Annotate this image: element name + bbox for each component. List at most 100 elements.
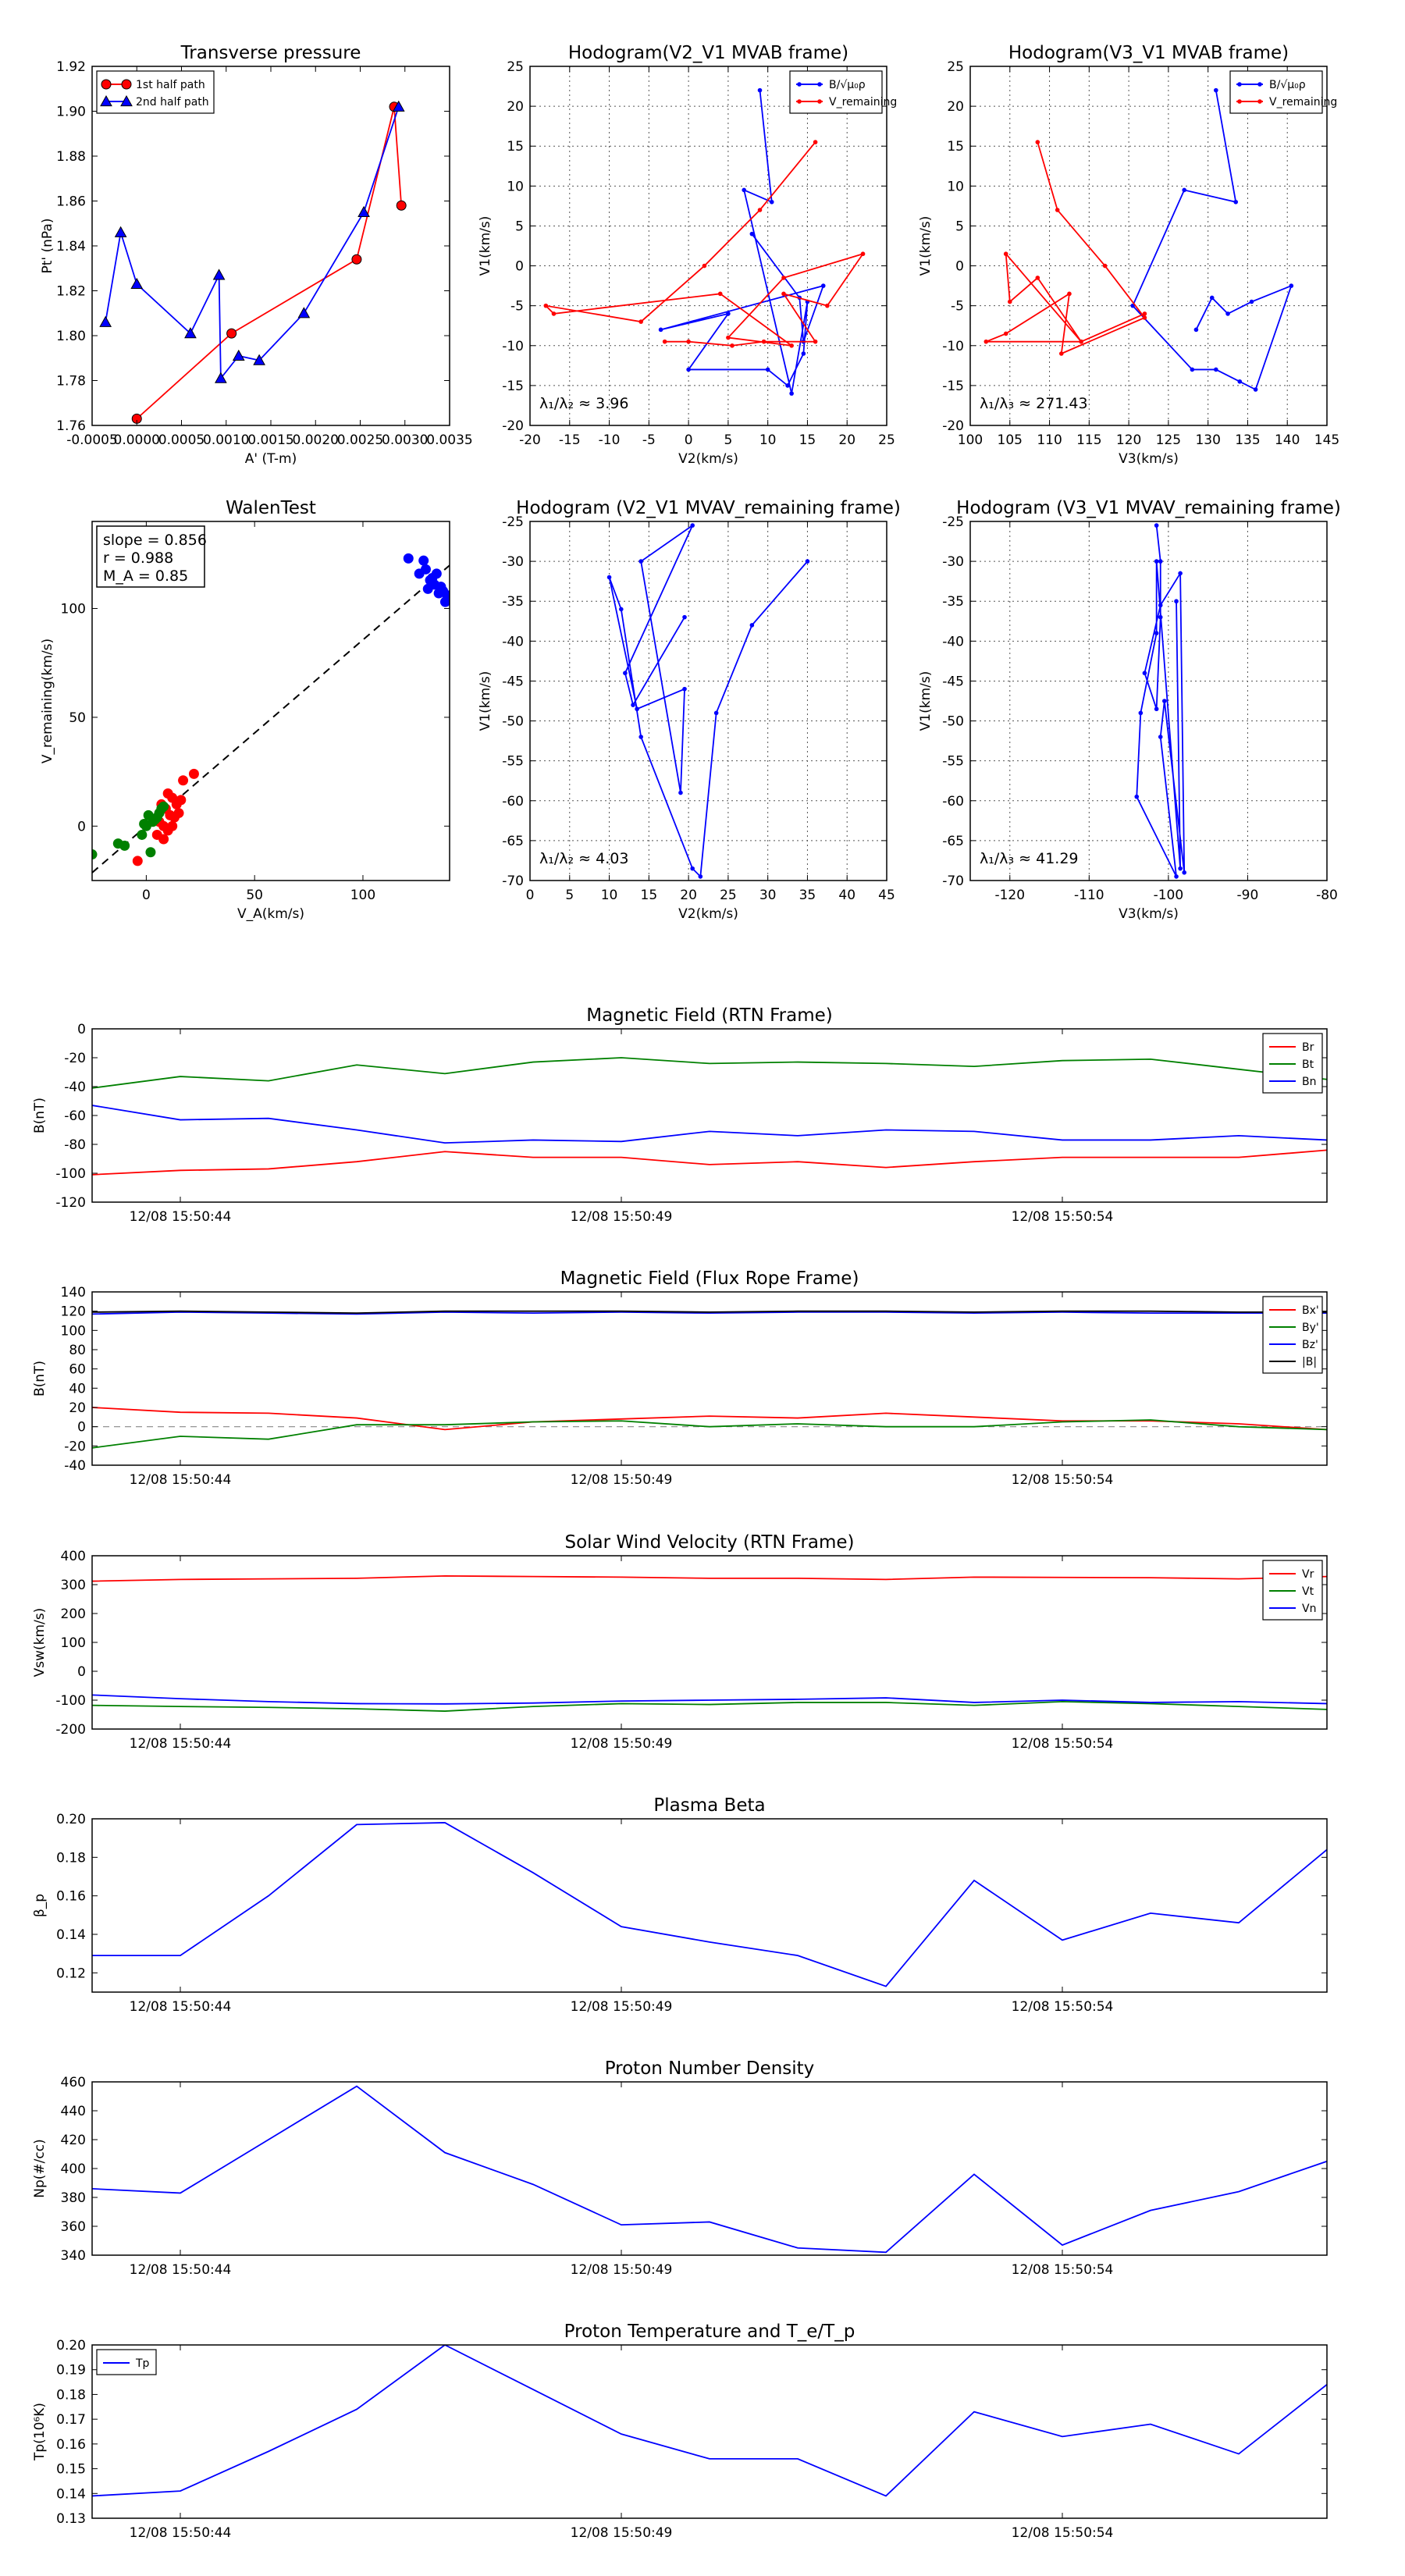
x-tick-label: 35 <box>799 888 816 903</box>
series-line-0 <box>92 1822 1327 1987</box>
x-tick-label: 0.0025 <box>337 432 383 448</box>
x-tick-label: -120 <box>994 888 1025 903</box>
x-tick-label: -0.0005 <box>66 432 118 448</box>
x-axis-label: V2(km/s) <box>678 906 738 922</box>
legend-label: 2nd half path <box>136 96 209 109</box>
data-point <box>789 391 794 396</box>
data-point <box>1233 199 1239 205</box>
axes-frame <box>91 1291 1328 1466</box>
x-tick-label: 12/08 15:50:54 <box>1012 1736 1114 1752</box>
y-tick-label: 400 <box>61 2161 86 2177</box>
legend-marker <box>797 99 802 104</box>
legend-marker <box>817 99 822 104</box>
series-line-tp <box>92 2345 1327 2497</box>
data-point <box>1190 367 1195 372</box>
y-tick-label: -60 <box>64 1108 86 1124</box>
y-tick-label: -70 <box>502 873 524 889</box>
legend-label: Bx' <box>1302 1304 1319 1317</box>
y-tick-label: 0 <box>77 1420 86 1436</box>
y-axis-label: B(nT) <box>32 1098 48 1133</box>
x-tick-label: -10 <box>599 432 621 448</box>
x-tick-label: 12/08 15:50:54 <box>1012 2262 1114 2278</box>
y-tick-label: 1.82 <box>56 284 86 300</box>
data-point <box>1214 87 1218 93</box>
data-point <box>137 829 148 840</box>
data-point <box>730 343 735 348</box>
x-tick-label: 12/08 15:50:44 <box>130 1209 232 1225</box>
x-tick-label: -20 <box>519 432 541 448</box>
y-tick-label: 40 <box>69 1381 86 1397</box>
legend-label: V_remaining <box>1269 96 1337 109</box>
chart-title: Magnetic Field (RTN Frame) <box>586 1005 833 1026</box>
data-point <box>130 277 144 289</box>
panel-mag_fluxrope: 12/08 15:50:44 12/08 15:50:49 12/08 15:50:… <box>32 1268 1328 1488</box>
x-tick-label: -90 <box>1237 888 1259 903</box>
y-tick-label: 0.16 <box>56 2437 86 2453</box>
x-tick-label: 50 <box>246 888 263 903</box>
y-tick-label: 0 <box>77 1022 86 1037</box>
x-tick-label: 12/08 15:50:54 <box>1012 2525 1114 2541</box>
legend: B/√μ₀ρ V_remaining <box>1229 70 1337 114</box>
data-point <box>176 795 187 806</box>
series-line-vr <box>92 1574 1327 1582</box>
x-tick-label: 12/08 15:50:49 <box>571 1736 673 1752</box>
y-tick-label: 80 <box>69 1343 86 1358</box>
y-tick-label: 140 <box>61 1285 86 1300</box>
data-point <box>1142 311 1147 316</box>
legend-marker <box>817 82 822 87</box>
x-tick-label: 130 <box>1195 432 1220 448</box>
data-point <box>1154 706 1159 712</box>
legend-label: Tp <box>135 2357 150 2370</box>
legend-label: 1st half path <box>136 79 205 91</box>
y-tick-label: -100 <box>55 1693 86 1709</box>
y-tick-label: -10 <box>502 339 524 354</box>
axes-frame <box>91 66 450 426</box>
data-point <box>1249 299 1254 304</box>
y-tick-label: -45 <box>502 674 524 689</box>
axes-frame <box>529 521 887 881</box>
data-point <box>1158 614 1163 620</box>
legend-marker <box>1257 82 1262 87</box>
axes-frame <box>91 2081 1328 2256</box>
series-line-0 <box>92 2085 1327 2254</box>
series-line-vt <box>92 1700 1327 1712</box>
y-tick-label: 440 <box>61 2104 86 2119</box>
data-point <box>726 311 731 316</box>
data-point <box>757 87 763 93</box>
y-tick-label: 0.12 <box>56 1966 86 1981</box>
legend: Br Bt Bn <box>1262 1033 1323 1094</box>
data-point <box>1178 571 1183 576</box>
stats-line: M_A = 0.85 <box>103 568 188 585</box>
x-tick-label: 110 <box>1037 432 1062 448</box>
x-tick-label: 0.0035 <box>426 432 472 448</box>
data-point <box>253 354 265 365</box>
panel-hodogram_v2v1_mvav: 0 5 10 15 20 25 30 35 40 45 -70 -65 -60 -55 -50 -45 -40 -… <box>478 498 901 922</box>
y-tick-label: 0.14 <box>56 1927 86 1943</box>
axes-frame <box>969 66 1328 426</box>
data-point <box>801 351 806 356</box>
y-tick-label: -35 <box>942 594 964 610</box>
x-tick-label: 30 <box>759 888 777 903</box>
panel-proton_temperature: 12/08 15:50:44 12/08 15:50:49 12/08 15:50:… <box>32 2322 1328 2541</box>
data-point <box>396 200 407 211</box>
data-point <box>785 383 790 388</box>
x-tick-label: 0 <box>526 888 535 903</box>
y-tick-label: 1.86 <box>56 194 86 210</box>
x-axis-label: V3(km/s) <box>1119 451 1179 467</box>
data-point <box>1138 710 1144 716</box>
y-tick-label: -30 <box>502 554 524 570</box>
x-tick-label: 12/08 15:50:49 <box>571 2262 673 2278</box>
y-axis-label: V1(km/s) <box>478 216 493 276</box>
x-tick-label: -110 <box>1074 888 1104 903</box>
x-tick-label: -15 <box>559 432 581 448</box>
legend-label: B/√μ₀ρ <box>829 79 866 91</box>
legend-label: Vn <box>1302 1603 1316 1615</box>
x-tick-label: -5 <box>642 432 656 448</box>
y-tick-label: 100 <box>61 1323 86 1339</box>
data-point <box>757 208 763 212</box>
series-line-vn <box>92 1694 1327 1705</box>
legend-label: Br <box>1302 1041 1314 1054</box>
data-point <box>813 140 818 144</box>
x-tick-label: 0 <box>685 432 693 448</box>
data-point <box>781 291 786 297</box>
